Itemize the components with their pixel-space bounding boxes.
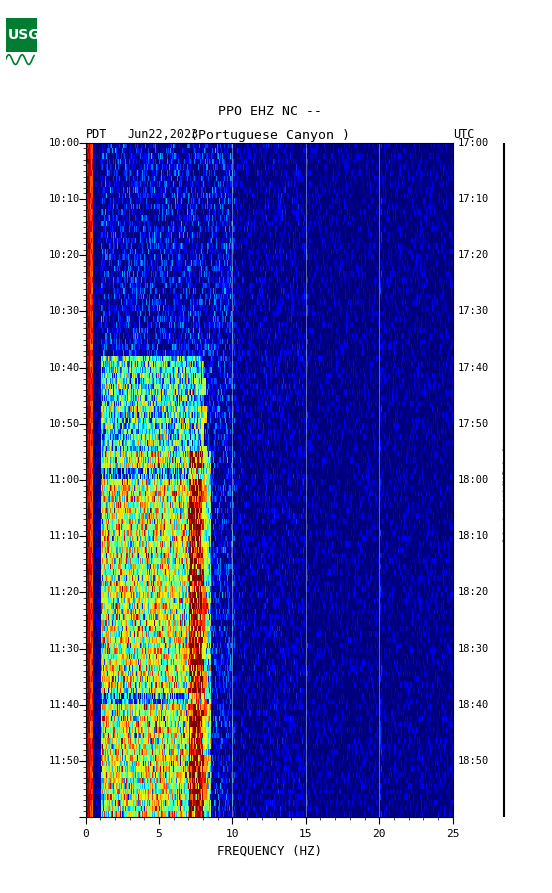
Text: 10:40: 10:40 (49, 363, 80, 372)
Text: 17:10: 17:10 (458, 194, 490, 204)
Text: 11:00: 11:00 (49, 475, 80, 485)
Text: USGS: USGS (7, 28, 50, 42)
Text: 10:20: 10:20 (49, 250, 80, 260)
Text: 18:40: 18:40 (458, 700, 490, 710)
Text: 11:30: 11:30 (49, 644, 80, 654)
Text: UTC: UTC (453, 129, 474, 141)
Bar (6, 18, 37, 52)
Text: Jun22,2023: Jun22,2023 (127, 129, 198, 141)
Text: 10:10: 10:10 (49, 194, 80, 204)
Text: 11:10: 11:10 (49, 531, 80, 541)
Text: (Portuguese Canyon ): (Portuguese Canyon ) (190, 129, 351, 143)
Text: 11:20: 11:20 (49, 588, 80, 597)
Text: 10:50: 10:50 (49, 419, 80, 429)
Text: 18:20: 18:20 (458, 588, 490, 597)
Text: 17:20: 17:20 (458, 250, 490, 260)
Text: 18:10: 18:10 (458, 531, 490, 541)
Text: 17:30: 17:30 (458, 306, 490, 316)
Text: 17:50: 17:50 (458, 419, 490, 429)
Text: 17:40: 17:40 (458, 363, 490, 372)
Text: 18:50: 18:50 (458, 755, 490, 766)
Text: 10:00: 10:00 (49, 138, 80, 148)
Text: 17:00: 17:00 (458, 138, 490, 148)
Text: PDT: PDT (86, 129, 107, 141)
Text: 11:50: 11:50 (49, 755, 80, 766)
X-axis label: FREQUENCY (HZ): FREQUENCY (HZ) (216, 845, 322, 857)
Text: 18:00: 18:00 (458, 475, 490, 485)
Text: PPO EHZ NC --: PPO EHZ NC -- (219, 104, 322, 118)
Text: 11:40: 11:40 (49, 700, 80, 710)
Text: 10:30: 10:30 (49, 306, 80, 316)
Text: 18:30: 18:30 (458, 644, 490, 654)
